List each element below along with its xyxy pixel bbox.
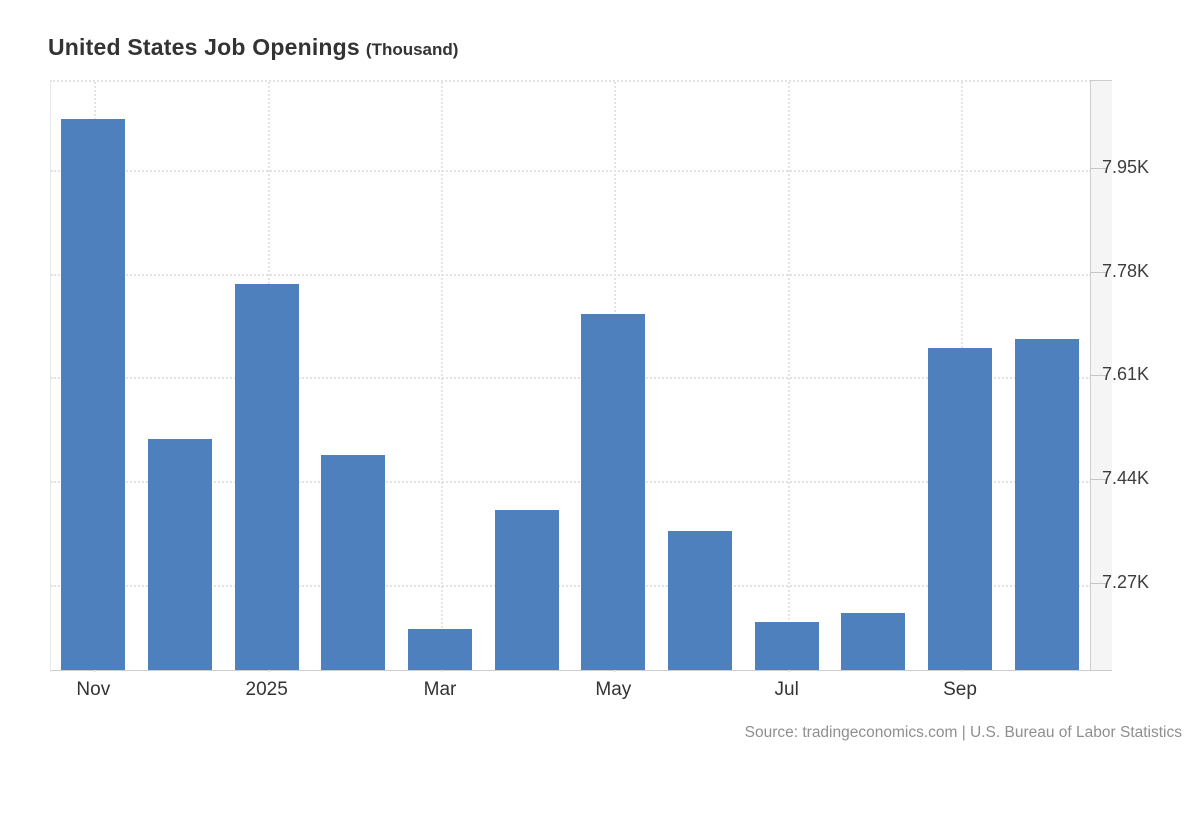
y-axis-strip (1090, 80, 1112, 670)
vertical-gridline (441, 82, 443, 672)
y-axis-label: 7.95K (1102, 156, 1150, 177)
source-credit: Source: tradingeconomics.com | U.S. Bure… (744, 724, 1182, 741)
x-axis-label: Jul (774, 679, 799, 700)
y-axis-tick (1090, 479, 1106, 481)
y-axis-tick (1090, 582, 1106, 584)
bar-8[interactable] (668, 530, 732, 670)
horizontal-gridline (51, 273, 1091, 276)
bar-5-mar[interactable] (408, 628, 472, 670)
x-axis-label: 2025 (245, 679, 288, 700)
y-axis-tick (1090, 167, 1106, 169)
bar-6[interactable] (494, 509, 559, 670)
y-axis-tick (1090, 375, 1106, 377)
bar-10[interactable] (841, 613, 906, 670)
x-axis-label: Mar (423, 679, 457, 700)
bar-4[interactable] (321, 454, 386, 670)
bar-12[interactable] (1014, 338, 1079, 670)
y-axis-label: 7.61K (1102, 364, 1150, 385)
x-axis-label: May (595, 679, 632, 700)
horizontal-gridline (51, 584, 1091, 587)
horizontal-gridline (51, 169, 1091, 172)
bar-7-may[interactable] (581, 314, 646, 670)
bar-1-nov[interactable] (61, 119, 126, 670)
bar-11-sep[interactable] (928, 347, 992, 670)
horizontal-gridline (51, 377, 1091, 380)
chart-title: United States Job Openings (48, 34, 360, 60)
bar-3-2025[interactable] (234, 283, 299, 670)
plot-area: 7.95K 7.78K 7.61K 7.44K 7.27K (50, 80, 1149, 672)
y-axis-label: 7.78K (1102, 260, 1150, 281)
y-axis-label: 7.44K (1102, 468, 1150, 489)
chart-title-row: United States Job Openings (Thousand) (48, 34, 458, 61)
vertical-gridline (787, 82, 790, 672)
bar-2[interactable] (148, 439, 212, 670)
bars-container (50, 80, 1090, 670)
y-axis-label: 7.27K (1102, 571, 1150, 592)
x-axis-labels: Nov 2025 Mar May Jul Sep (50, 679, 1090, 705)
x-axis-label: Nov (76, 679, 111, 700)
x-axis-label: Sep (943, 679, 977, 700)
y-axis-tick (1090, 271, 1106, 273)
chart-subtitle: (Thousand) (365, 40, 459, 59)
horizontal-gridline (51, 481, 1091, 484)
bar-9-jul[interactable] (754, 622, 819, 670)
